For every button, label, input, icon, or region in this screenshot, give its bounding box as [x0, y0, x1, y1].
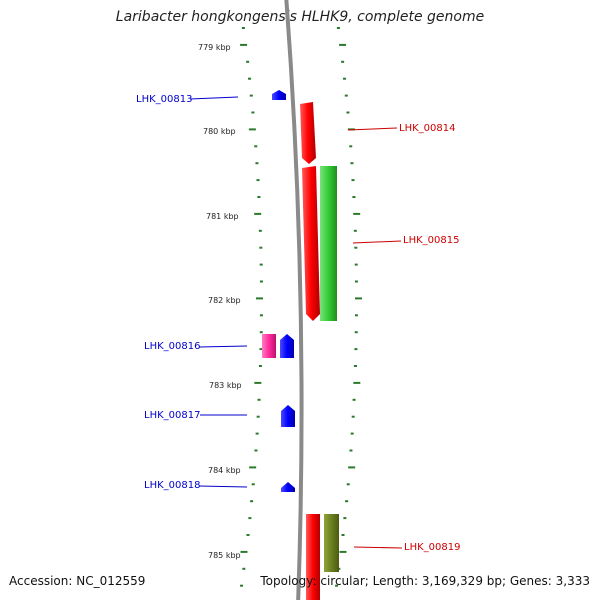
accession-text: Accession: NC_012559 [9, 574, 146, 588]
right-tick-track [335, 27, 362, 587]
genome-backbone [284, 0, 304, 600]
kbp-label-783: 783 kbp [209, 381, 242, 390]
gene-label-lhk-00814[interactable]: LHK_00814 [399, 123, 455, 134]
kbp-label-780: 780 kbp [203, 127, 236, 136]
leader-line-lhk-00816 [198, 345, 248, 348]
leader-line-lhk-00814 [347, 127, 398, 131]
gene-label-lhk-00818[interactable]: LHK_00818 [144, 480, 200, 491]
cog-block-00816 [262, 334, 276, 358]
cog-block-00815 [320, 166, 337, 321]
kbp-label-782: 782 kbp [208, 296, 241, 305]
gene-lhk-00819[interactable] [306, 514, 320, 600]
leader-line-lhk-00818 [198, 485, 248, 488]
gene-label-lhk-00817[interactable]: LHK_00817 [144, 410, 200, 421]
topology-text: Topology: circular; Length: 3,169,329 bp… [260, 574, 590, 588]
gene-lhk-00817[interactable] [281, 405, 295, 427]
cog-block-00819 [324, 514, 339, 572]
gene-lhk-00813[interactable] [272, 90, 286, 100]
gene-label-lhk-00819[interactable]: LHK_00819 [404, 542, 460, 553]
kbp-label-781: 781 kbp [206, 212, 239, 221]
gene-label-lhk-00816[interactable]: LHK_00816 [144, 341, 200, 352]
kbp-label-784: 784 kbp [208, 466, 241, 475]
gene-label-lhk-00813[interactable]: LHK_00813 [136, 94, 192, 105]
gene-lhk-00818[interactable] [281, 482, 295, 492]
kbp-label-785: 785 kbp [208, 551, 241, 560]
gene-label-lhk-00815[interactable]: LHK_00815 [403, 235, 459, 246]
gene-lhk-00814[interactable] [300, 102, 316, 164]
leader-line-lhk-00813 [189, 96, 239, 100]
kbp-label-779: 779 kbp [198, 43, 231, 52]
genome-title: Laribacter hongkongensis HLHK9, complete… [115, 9, 485, 25]
gene-lhk-00816[interactable] [280, 334, 294, 358]
leader-line-lhk-00815 [352, 240, 402, 244]
leader-line-lhk-00819 [353, 546, 403, 549]
left-tick-track [240, 27, 263, 587]
gene-lhk-00815[interactable] [302, 166, 320, 321]
